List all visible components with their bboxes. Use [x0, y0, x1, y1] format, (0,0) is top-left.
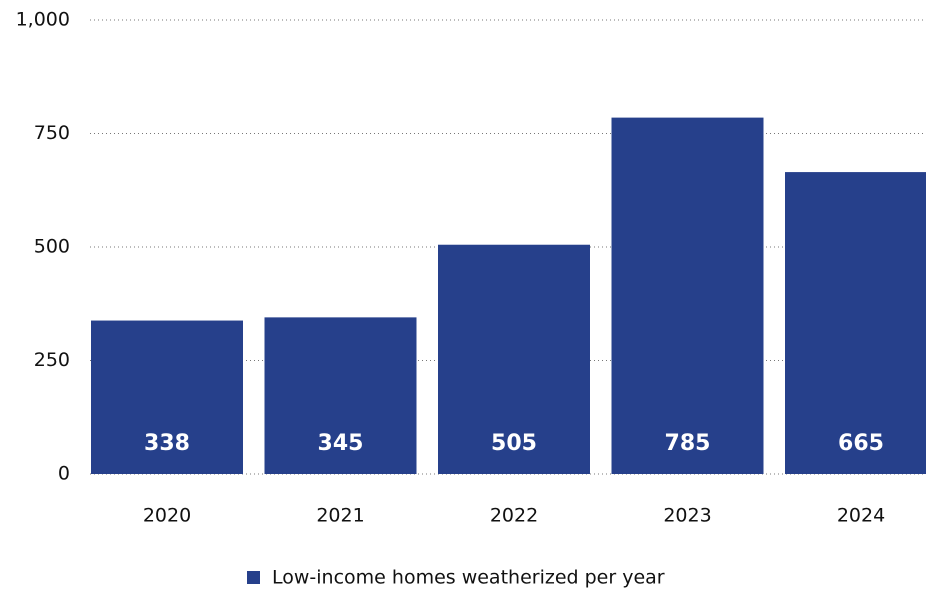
value-label: 665 — [838, 431, 884, 456]
bar — [91, 320, 243, 474]
value-label: 338 — [144, 431, 190, 456]
y-tick-label: 250 — [34, 349, 70, 371]
y-tick-label: 1,000 — [16, 9, 70, 31]
y-tick-label: 0 — [58, 463, 70, 485]
x-tick-label: 2021 — [316, 505, 364, 527]
value-label: 505 — [491, 431, 537, 456]
bar — [611, 117, 764, 475]
x-tick-label: 2020 — [143, 505, 191, 527]
legend-swatch — [247, 571, 260, 584]
value-label: 785 — [665, 431, 711, 456]
x-tick-label: 2023 — [663, 505, 711, 527]
x-tick-label: 2022 — [490, 505, 538, 527]
value-label: 345 — [318, 431, 364, 456]
y-tick-label: 750 — [34, 122, 70, 144]
y-tick-label: 500 — [34, 236, 70, 258]
bar — [264, 317, 417, 474]
x-tick-label: 2024 — [837, 505, 885, 527]
bar — [785, 172, 926, 474]
legend-label: Low-income homes weatherized per year — [272, 567, 665, 589]
bar — [438, 244, 590, 474]
